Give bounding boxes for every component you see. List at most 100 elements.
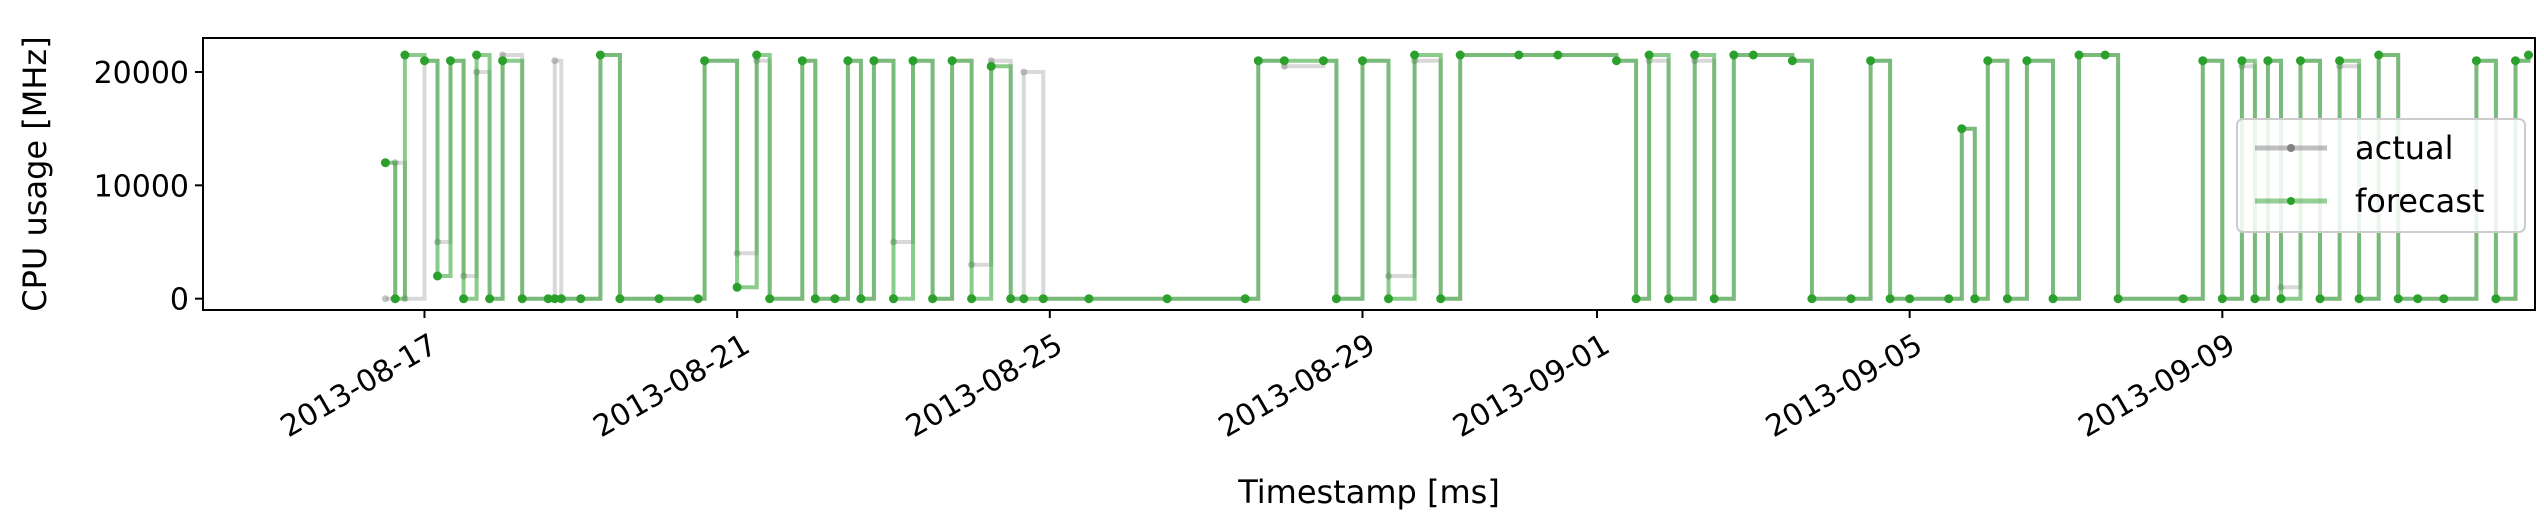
point-actual-36 xyxy=(1020,68,1028,76)
legend-marker-actual xyxy=(2287,144,2295,152)
point-forecast-57 xyxy=(1709,294,1719,304)
point-forecast-53 xyxy=(1631,294,1641,304)
point-forecast-81 xyxy=(2263,56,2273,66)
point-forecast-69 xyxy=(1983,56,1993,66)
point-forecast-78 xyxy=(2217,294,2227,304)
point-forecast-41 xyxy=(1253,56,1263,66)
x-axis: 2013-08-17 2013-08-21 2013-08-25 2013-08-29… xyxy=(275,310,2241,445)
point-forecast-76 xyxy=(2178,294,2188,304)
point-forecast-18 xyxy=(693,294,703,304)
point-forecast-74 xyxy=(2100,50,2110,60)
point-actual-0 xyxy=(381,295,389,303)
point-forecast-19 xyxy=(700,56,710,66)
point-forecast-38 xyxy=(1084,294,1094,304)
series-line-actual xyxy=(385,53,2531,301)
point-forecast-70 xyxy=(2002,294,2012,304)
point-forecast-48 xyxy=(1436,294,1446,304)
point-forecast-51 xyxy=(1553,50,1563,60)
point-forecast-25 xyxy=(830,294,840,304)
point-forecast-56 xyxy=(1690,50,1700,60)
point-forecast-54 xyxy=(1644,50,1654,60)
point-forecast-64 xyxy=(1885,294,1895,304)
point-forecast-24 xyxy=(810,294,820,304)
point-forecast-79 xyxy=(2237,56,2247,66)
point-forecast-52 xyxy=(1612,56,1621,66)
point-forecast-2 xyxy=(400,50,410,60)
point-forecast-49 xyxy=(1455,50,1465,60)
point-forecast-39 xyxy=(1162,294,1172,304)
point-forecast-9 xyxy=(498,56,508,66)
point-actual-12 xyxy=(551,57,559,65)
point-forecast-92 xyxy=(2491,294,2501,304)
series-forecast xyxy=(380,50,2533,304)
y-tick-label-0: 0 xyxy=(170,283,189,318)
point-forecast-26 xyxy=(843,56,853,66)
point-forecast-50 xyxy=(1514,50,1524,60)
point-forecast-8 xyxy=(485,294,495,304)
point-forecast-32 xyxy=(947,56,957,66)
point-forecast-23 xyxy=(797,56,807,66)
point-forecast-10 xyxy=(517,294,527,304)
x-tick-label-2013-08-21: 2013-08-21 xyxy=(587,327,755,444)
point-forecast-11 xyxy=(543,294,553,304)
point-forecast-73 xyxy=(2074,50,2084,60)
point-forecast-21 xyxy=(752,50,762,60)
point-forecast-33 xyxy=(967,294,977,304)
point-forecast-61 xyxy=(1807,294,1817,304)
point-forecast-87 xyxy=(2374,50,2384,60)
x-tick-label-2013-08-29: 2013-08-29 xyxy=(1213,327,1381,444)
series-layer xyxy=(380,50,2533,304)
point-forecast-67 xyxy=(1957,124,1967,134)
point-forecast-47 xyxy=(1410,50,1420,60)
series-line-forecast xyxy=(385,53,2531,301)
x-tick-label-2013-09-09: 2013-09-09 xyxy=(2073,327,2241,444)
point-forecast-65 xyxy=(1905,294,1915,304)
x-tick-label-2013-09-01: 2013-09-01 xyxy=(1447,327,1615,444)
legend-label-actual: actual xyxy=(2355,129,2454,167)
point-forecast-34 xyxy=(986,61,996,71)
point-forecast-1 xyxy=(390,294,400,304)
point-forecast-94 xyxy=(2524,50,2533,60)
legend: actual forecast xyxy=(2236,118,2526,233)
point-forecast-91 xyxy=(2471,56,2481,66)
point-forecast-68 xyxy=(1970,294,1980,304)
point-forecast-66 xyxy=(1944,294,1954,304)
point-forecast-85 xyxy=(2335,56,2345,66)
point-forecast-82 xyxy=(2276,294,2286,304)
x-tick-label-2013-09-05: 2013-09-05 xyxy=(1760,327,1928,444)
point-forecast-72 xyxy=(2048,294,2058,304)
point-forecast-80 xyxy=(2250,294,2260,304)
y-tick-label-10000: 10000 xyxy=(94,169,189,204)
point-forecast-15 xyxy=(595,50,605,60)
legend-label-forecast: forecast xyxy=(2355,182,2484,220)
point-forecast-46 xyxy=(1384,294,1393,304)
point-forecast-22 xyxy=(765,294,775,304)
point-forecast-45 xyxy=(1358,56,1367,66)
point-forecast-43 xyxy=(1318,56,1328,66)
point-forecast-16 xyxy=(615,294,625,304)
point-forecast-0 xyxy=(380,158,390,168)
point-forecast-6 xyxy=(459,294,469,304)
point-forecast-14 xyxy=(576,294,586,304)
x-tick-label-2013-08-17: 2013-08-17 xyxy=(275,327,443,444)
point-forecast-35 xyxy=(1006,294,1016,304)
point-forecast-75 xyxy=(2113,294,2123,304)
point-forecast-71 xyxy=(2022,56,2032,66)
point-forecast-60 xyxy=(1787,56,1797,66)
point-forecast-4 xyxy=(433,271,442,281)
y-axis-label: CPU usage [MHz] xyxy=(16,36,54,311)
y-tick-label-20000: 20000 xyxy=(94,56,189,91)
point-forecast-77 xyxy=(2198,56,2208,66)
point-forecast-17 xyxy=(654,294,664,304)
point-forecast-28 xyxy=(869,56,879,66)
point-forecast-44 xyxy=(1331,294,1341,304)
point-forecast-58 xyxy=(1729,50,1739,60)
point-forecast-37 xyxy=(1038,294,1048,304)
point-forecast-59 xyxy=(1748,50,1758,60)
point-forecast-86 xyxy=(2354,294,2364,304)
point-forecast-55 xyxy=(1664,294,1674,304)
point-forecast-93 xyxy=(2511,56,2520,66)
point-forecast-42 xyxy=(1279,56,1289,66)
point-forecast-20 xyxy=(732,282,742,292)
